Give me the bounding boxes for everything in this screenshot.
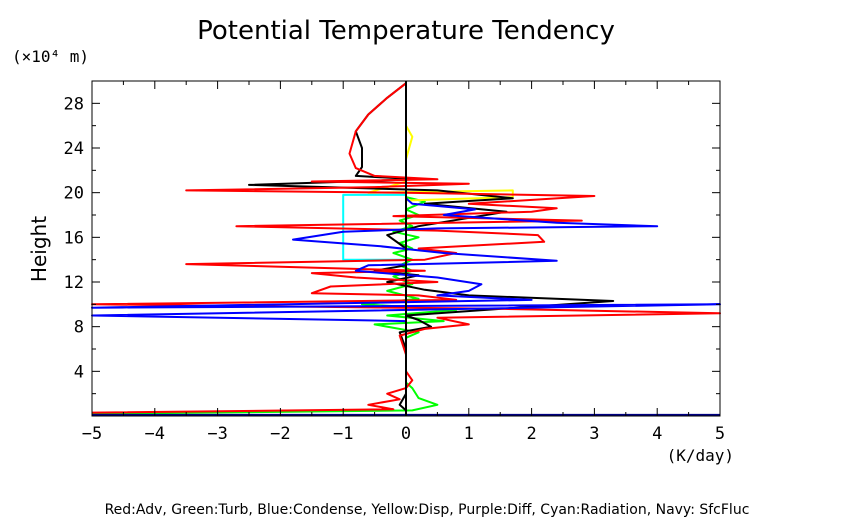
y-tick-label: 4	[74, 362, 84, 382]
y-tick-label: 24	[64, 139, 84, 159]
y-tick-label: 8	[74, 318, 84, 338]
series-line-2	[342, 193, 406, 261]
chart-title: Potential Temperature Tendency	[197, 16, 615, 46]
y-tick-label: 28	[64, 94, 84, 114]
y-tick-label: 12	[64, 273, 84, 293]
legend-caption: Red:Adv, Green:Turb, Blue:Condense, Yell…	[105, 502, 750, 518]
series-line-6	[91, 192, 721, 323]
x-tick-label: −1	[333, 424, 353, 444]
x-unit-label: (K/day)	[667, 446, 734, 465]
series-line-5	[91, 82, 721, 414]
y-axis-label: Height	[27, 216, 51, 282]
x-tick-label: 5	[715, 424, 725, 444]
x-tick-label: 0	[401, 424, 411, 444]
x-tick-label: 3	[589, 424, 599, 444]
x-tick-label: −5	[82, 424, 102, 444]
series-line-4	[248, 82, 615, 412]
x-tick-label: 4	[652, 424, 662, 444]
x-tick-label: −4	[145, 424, 165, 444]
x-tick-label: 1	[464, 424, 474, 444]
y-tick-label: 20	[64, 184, 84, 204]
x-tick-label: 2	[526, 424, 536, 444]
y-unit-label: (×10⁴ m)	[12, 47, 89, 66]
y-tick-label: 16	[64, 228, 84, 248]
x-tick-label: −2	[270, 424, 290, 444]
x-tick-label: −3	[207, 424, 227, 444]
